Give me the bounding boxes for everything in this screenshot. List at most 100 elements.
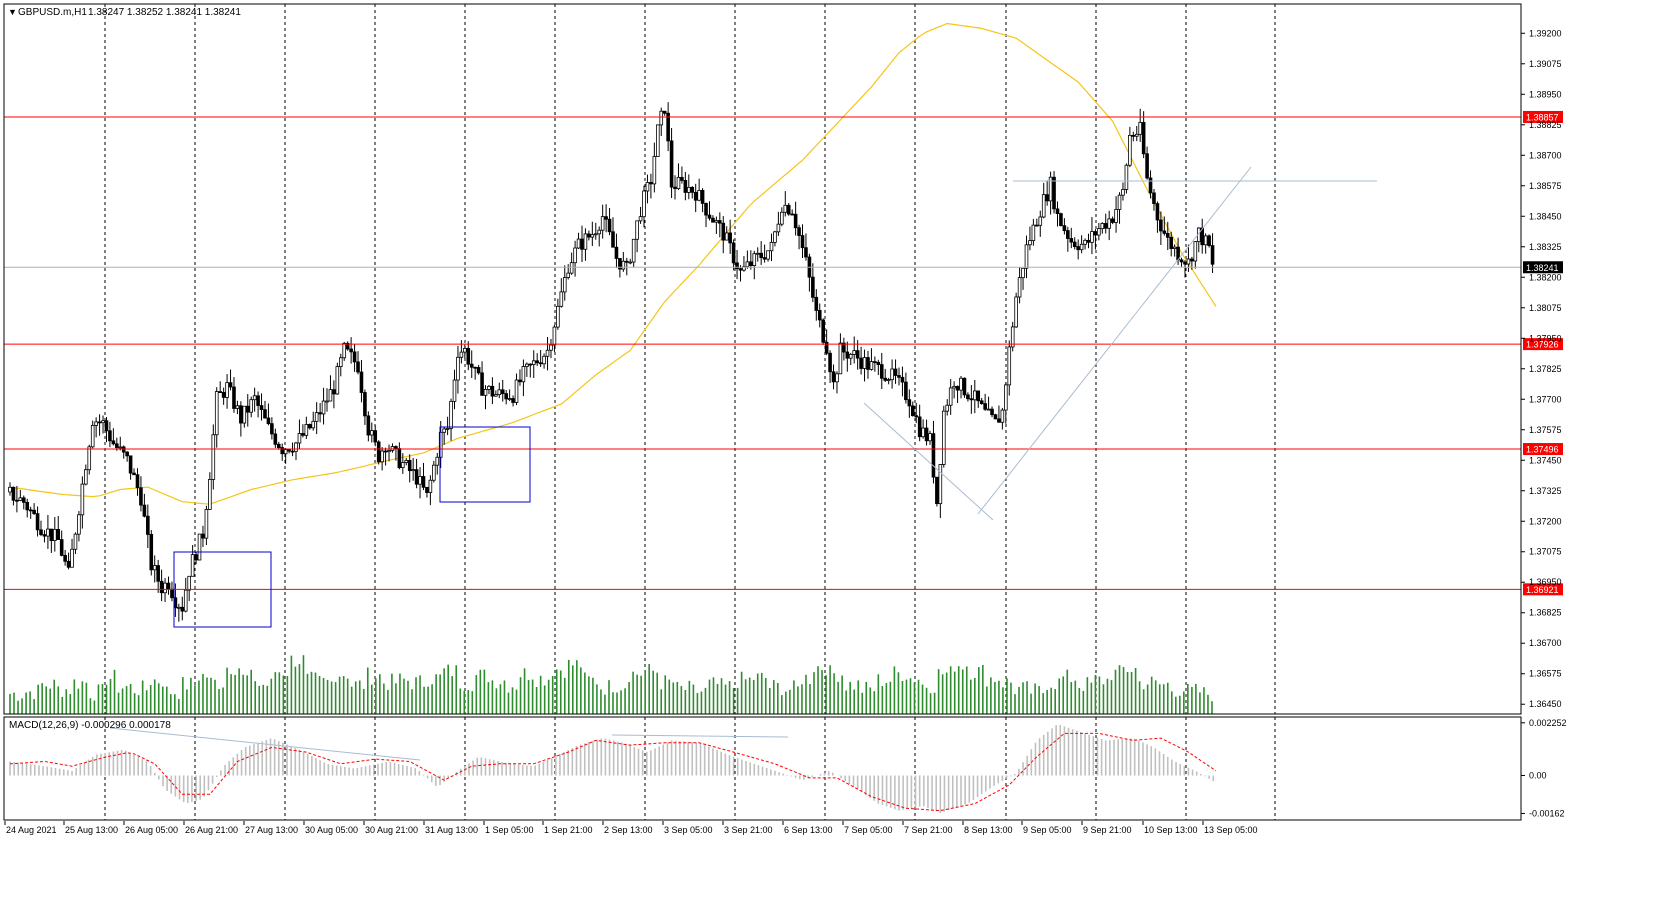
candle-body [559, 291, 564, 307]
y-tick-label: 1.37200 [1529, 516, 1562, 526]
candle-body [793, 213, 798, 229]
horizontal-levels[interactable]: 1.38857 1.37926 1.37496 1.36921 1.38241 [4, 110, 1563, 596]
candle-body [304, 424, 309, 436]
candle-body [445, 428, 450, 430]
candle-body [66, 560, 71, 568]
y-tick-label: 1.36700 [1529, 638, 1562, 648]
candle-body [39, 529, 43, 536]
y-tick-label: 1.38825 [1529, 120, 1562, 130]
candle-body [662, 110, 667, 114]
candle-body [1045, 194, 1049, 202]
candle-body [1172, 246, 1177, 249]
candlestick-series [8, 102, 1215, 622]
y-tick-label: 1.36575 [1529, 669, 1562, 679]
candle-body [1093, 231, 1098, 236]
candle-body [35, 513, 40, 531]
candle-body [1004, 384, 1008, 411]
candle-body [428, 479, 433, 493]
candle-body [414, 469, 419, 485]
candle-body [831, 371, 836, 383]
y-tick-label: 1.36950 [1529, 577, 1562, 587]
candle-body [1069, 238, 1074, 243]
candle-body [773, 231, 777, 243]
candle-body [738, 268, 743, 271]
candle-body [1014, 296, 1018, 328]
candle-body [621, 260, 626, 270]
candle-body [921, 427, 925, 438]
candle-body [676, 176, 681, 190]
candle-body [852, 350, 856, 355]
x-tick-label: 3 Sep 05:00 [664, 825, 713, 835]
candle-body [369, 430, 374, 436]
y-tick-label: 1.39075 [1529, 59, 1562, 69]
candle-body [848, 353, 853, 359]
candle-body [1117, 194, 1122, 210]
candle-body [397, 448, 402, 469]
candle-body [187, 575, 191, 591]
candle-body [714, 220, 719, 223]
candle-body [797, 227, 801, 236]
candle-body [1169, 236, 1174, 249]
candle-body [1193, 241, 1198, 262]
candle-body [425, 486, 429, 493]
candle-body [890, 368, 894, 381]
candle-body [194, 554, 198, 561]
candle-body [146, 515, 150, 535]
y-tick-label: 1.37075 [1529, 547, 1562, 557]
candle-body [924, 427, 929, 442]
candle-body [845, 351, 850, 359]
candle-body [449, 400, 453, 429]
candle-body [494, 394, 498, 397]
symbol-dropdown-icon[interactable]: ▼ [8, 7, 17, 17]
trendlines[interactable] [109, 166, 1377, 761]
candle-body [879, 364, 884, 379]
candle-body [721, 222, 726, 241]
candle-body [652, 156, 657, 185]
candle-body [1000, 409, 1005, 423]
x-tick-label: 30 Aug 21:00 [365, 825, 418, 835]
candle-body [1038, 216, 1043, 226]
rectangle-objects[interactable] [173, 426, 531, 628]
candle-body [562, 277, 567, 293]
candle-body [456, 356, 460, 381]
x-tick-label: 1 Sep 05:00 [485, 825, 534, 835]
candle-body [614, 246, 619, 259]
candle-body [680, 176, 684, 181]
candle-body [201, 533, 205, 539]
x-tick-label: 13 Sep 05:00 [1204, 825, 1258, 835]
candle-body [704, 203, 708, 216]
y-tick-label: 1.38325 [1529, 242, 1562, 252]
candle-body [90, 424, 95, 448]
candle-body [84, 469, 88, 485]
candle-body [142, 504, 147, 517]
candle-body [421, 476, 426, 488]
candle-body [955, 385, 960, 391]
candle-body [511, 398, 515, 403]
candle-body [724, 232, 729, 241]
candle-body [1031, 224, 1036, 242]
x-tick-label: 1 Sep 21:00 [544, 825, 593, 835]
candle-body [77, 514, 81, 535]
candle-body [21, 497, 26, 503]
axes [3, 3, 1525, 825]
candle-body [363, 392, 367, 417]
candle-body [273, 433, 278, 445]
candle-body [239, 405, 243, 424]
macd-label: MACD(12,26,9) -0.000296 0.000178 [9, 720, 171, 731]
candle-body [283, 449, 288, 455]
candle-body [535, 360, 539, 364]
candle-body [1035, 224, 1039, 227]
candle-body [183, 589, 188, 612]
candle-body [1203, 235, 1208, 246]
candle-body [342, 342, 347, 359]
candle-body [221, 391, 226, 398]
candle-body [824, 341, 829, 354]
candle-body [321, 400, 326, 415]
candle-body [904, 381, 908, 401]
rectangle-object [439, 426, 531, 503]
candle-body [52, 528, 57, 541]
candle-body [790, 213, 794, 216]
